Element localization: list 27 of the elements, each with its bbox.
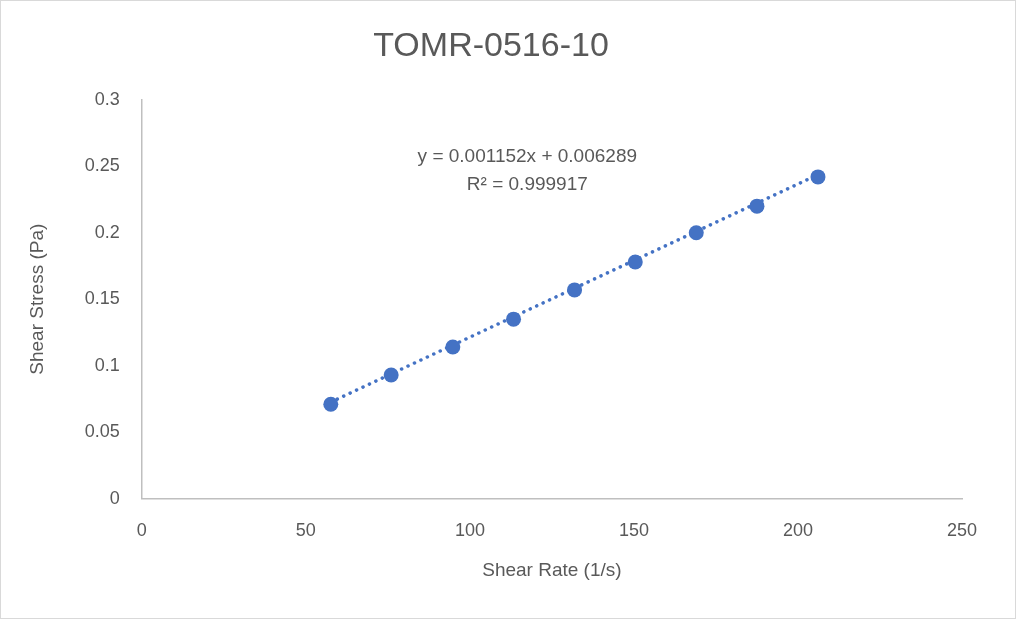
point bbox=[627, 254, 643, 270]
chart-title: TOMR-0516-10 bbox=[373, 24, 609, 63]
point bbox=[749, 198, 765, 214]
y-tick-label: 0.3 bbox=[94, 88, 120, 109]
x-tick-label: 200 bbox=[782, 520, 813, 541]
x-tick-label: 250 bbox=[946, 520, 978, 541]
point bbox=[567, 282, 583, 298]
y-tick-label: 0.2 bbox=[94, 221, 120, 242]
x-tick-label: 0 bbox=[136, 520, 147, 541]
point bbox=[810, 169, 826, 185]
point bbox=[445, 339, 461, 355]
x-tick-label: 150 bbox=[618, 520, 649, 541]
x-tick-label: 100 bbox=[454, 520, 485, 541]
x-tick-label: 50 bbox=[295, 520, 316, 541]
y-axis-title: Shear Stress (Pa) bbox=[25, 223, 47, 375]
annotation: R² = 0.999917 bbox=[466, 172, 588, 194]
point bbox=[688, 225, 704, 241]
point bbox=[383, 367, 399, 383]
point bbox=[323, 396, 339, 412]
y-tick-label: 0.1 bbox=[94, 354, 120, 375]
y-tick-label: 0.15 bbox=[84, 288, 120, 309]
y-tick-label: 0.25 bbox=[84, 155, 120, 176]
x-axis-title: Shear Rate (1/s) bbox=[482, 558, 622, 580]
annotation: y = 0.001152x + 0.006289 bbox=[417, 144, 638, 166]
point bbox=[506, 311, 522, 327]
y-tick-label: 0 bbox=[109, 487, 120, 508]
y-tick-label: 0.05 bbox=[84, 421, 120, 442]
